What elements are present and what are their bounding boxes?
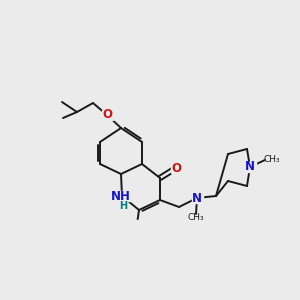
Bar	[114, 191, 130, 201]
Bar	[191, 193, 203, 203]
Text: O: O	[171, 161, 181, 175]
Bar	[101, 110, 112, 120]
Bar	[244, 162, 256, 172]
Text: N: N	[245, 160, 255, 173]
Text: CH₃: CH₃	[264, 155, 280, 164]
Text: NH: NH	[111, 190, 131, 202]
Text: H: H	[119, 201, 127, 211]
Bar	[132, 220, 142, 229]
Text: N: N	[192, 191, 202, 205]
Text: O: O	[102, 109, 112, 122]
Text: CH₃: CH₃	[188, 212, 204, 221]
Bar	[170, 163, 182, 173]
